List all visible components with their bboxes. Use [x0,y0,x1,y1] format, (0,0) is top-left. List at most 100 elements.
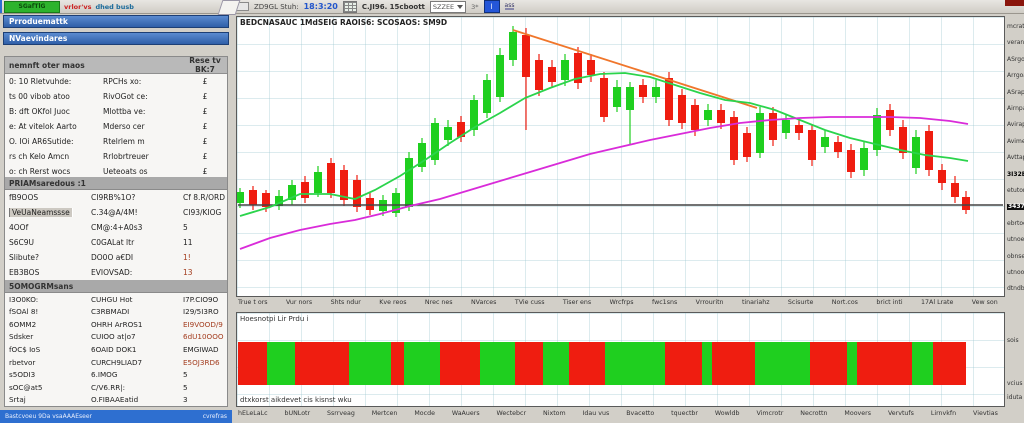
table-row[interactable]: I3O0KO: CUHGU Hot I7P.CIO9O [5,293,227,306]
table-row[interactable]: fB9OOS CI9RB%1O? Cf 8.R/ORD [5,190,227,205]
table-row[interactable]: s5ODI3 6.IMOG 5 [5,368,227,381]
table-row[interactable]: S6C9U C0GALat ltr 11 [5,235,227,250]
sidebar-panel-header-2[interactable]: NVaevindares [3,32,229,45]
indicator-scale-label: vcius [1007,380,1023,387]
selected-cell[interactable]: VeUaNeamssse [9,208,73,217]
table-row[interactable]: rbetvor CURCH9LIAD7 E5OJ3RD6 [5,356,227,369]
candlestick-chart[interactable]: BEDCNASAUC 1MdSEIG RAOIS6: SCOSAOS: SM9D [236,16,1005,297]
table-row[interactable]: 4OOf CM@:4+A0s3 5 [5,220,227,235]
status-text-right: cvrefras [202,413,227,420]
cell-value: £ [202,77,208,86]
price-axis-label: ASrgoa [1007,55,1024,63]
table-row[interactable]: fOC$ IoS 6OAID DOK1 EMGIWAD [5,343,227,356]
cell-symbol: 4OOf [9,223,29,232]
time-axis-label: 17Al Lrate [921,299,954,306]
cell-symbol: Sdsker [9,332,34,342]
cell-value: £ [202,152,208,161]
cell-name: Ueteoats os [103,167,148,176]
chart-title: BEDCNASAUC 1MdSEIG RAOIS6: SCOSAOS: SM9D [240,18,448,27]
cell-detail: O.FIBAAEatid [91,395,139,405]
time-axis-label: Wectebcr [496,410,527,417]
cell-name: Mderso cer [103,122,145,131]
table-row[interactable]: ts 00 vibob atoo RivOGot ce: £ [5,89,227,104]
cell-symbol: fSOAl 8! [9,307,39,317]
news-table-header: nemnft oter maos Rese tv BK:7 [5,56,227,74]
table-row[interactable]: B: dft OKfol Juoc Mlottba ve: £ [5,104,227,119]
table-row[interactable]: o: ch Rerst wocs Ueteoats os £ [5,164,227,179]
table-row[interactable]: sOC@at5 C/V6.RR|: 5 [5,381,227,394]
cell-detail: CUHGU Hot [91,294,133,304]
clock-label: ZD9GL Stuh: [254,2,299,11]
positions-section-title[interactable]: PRIAMsaredous :1 [4,177,228,190]
table-row[interactable]: EB3BOS EVIOVSAD: 13 [5,265,227,280]
price-axis-label: Avttapa [1007,154,1024,162]
cell-value: 6dU10OOO [183,332,224,342]
price-axis-label: ASrapa [1007,88,1024,96]
cell-detail: CUIOO at|o7 [91,332,136,342]
cell-symbol: Slibute? [9,253,39,262]
table-row[interactable]: rs ch Kelo Amcn Rrlobrtreuer £ [5,149,227,164]
cell-value: 1! [183,253,191,262]
time-axis-label: brict inti [876,299,903,306]
table-row[interactable]: fSOAl 8! C3RBMADI I29/5I3RO [5,306,227,319]
time-axis-label: Bvacetto [626,410,655,417]
cell-value: I29/5I3RO [183,307,219,317]
table-row[interactable]: Slibute? DO0O a€DI 1! [5,250,227,265]
time-axis-label: Kve reos [379,299,407,306]
price-axis-label: utnoor [1007,269,1024,276]
sidebar-panel-header-1[interactable]: Prroduemattk [3,15,229,28]
cell-time: e: At vitelok Aarto [9,122,77,131]
orders-section-title[interactable]: 5OMOGRMsans [4,280,228,293]
time-axis-label: Vur nors [285,299,313,306]
chart-time-axis[interactable]: True t ors Vur nors Shts ndur Kve reos Nrec … [238,299,998,306]
zoom-label: 3* [471,2,479,11]
table-row[interactable]: 0: 10 Rletvuhde: RPCHs xo: £ [5,74,227,89]
cell-value: EI9VOOD/9 [183,319,223,329]
cell-symbol: fOC$ IoS [9,344,41,354]
cell-value: 5 [183,382,188,392]
cell-value: Cf 8.R/ORD [183,193,226,202]
cell-value: £ [202,137,208,146]
layers-label[interactable]: ass [504,2,515,10]
time-axis-label: bUNLotr [284,410,311,417]
time-axis-label: WaAuers [451,410,480,417]
orders-table-body: I3O0KO: CUHGU Hot I7P.CIO9O fSOAl 8! C3RBMAD… [4,293,228,407]
time-axis-label: Vimcrotr [756,410,784,417]
price-axis-label: Avirapa [1007,121,1024,129]
table-row[interactable]: Sdsker CUIOO at|o7 6dU10OOO [5,331,227,344]
time-axis-label: tinariahz [741,299,770,306]
table-row[interactable]: e: At vitelok Aarto Mderso cer £ [5,119,227,134]
positions-table-body: fB9OOS CI9RB%1O? Cf 8.R/ORD VeUaNeamssse C.3… [4,190,228,281]
cell-detail: C.34@A/4M! [91,208,138,217]
table-row[interactable]: O. IOi AR6Sutide: Rtelrlem m £ [5,134,227,149]
cell-detail: C0GALat ltr [91,238,135,247]
price-axis-label: utnoer [1007,236,1024,244]
chart-grid-icon[interactable] [342,0,357,13]
time-axis-label: Wowldb [714,410,740,417]
time-axis-label: Mertcen [371,410,398,417]
indicator-button[interactable]: l [483,0,500,13]
cell-value: 5 [183,223,188,232]
cell-time: o: ch Rerst wocs [9,167,71,176]
time-axis-label: Mocde [414,410,435,417]
time-axis-label: Scisurte [787,299,814,306]
time-axis-label: Moovers [844,410,872,417]
time-axis-label: True t ors [238,299,268,306]
price-axis-label: 3I32B3 [1007,170,1024,178]
current-price-tag: 3437B7 [1007,204,1024,211]
timeframe-dropdown[interactable]: SZZEE [429,0,467,13]
indicator-panel[interactable]: Hoesnotpi Lir Prdu i dtxkorst aikdevet c… [236,312,1005,407]
cell-value: £ [202,107,208,116]
cell-detail: CURCH9LIAD7 [91,357,143,367]
table-row[interactable]: 6OMM2 OHRH ArROS1 EI9VOOD/9 [5,318,227,331]
indicator-time-axis[interactable]: hELeLaLc bUNLotr Ssrrveag Mertcen Mocde WaAue… [238,410,998,417]
table-row[interactable]: Srtaj O.FIBAAEatid 3 [5,393,227,406]
time-axis-label: Vervtufs [887,410,914,417]
price-axis-label: mcrati [1007,23,1024,30]
price-axis[interactable]: mcrati verans ASrgoa Arrgoa ASrapa Airnpa Avir… [1007,16,1024,297]
cell-symbol: Srtaj [9,395,26,405]
table-row[interactable]: VeUaNeamssse C.34@A/4M! CI93/KIOG [5,205,227,220]
cell-detail: EVIOVSAD: [91,268,133,277]
price-axis-label: Avimes [1007,137,1024,145]
